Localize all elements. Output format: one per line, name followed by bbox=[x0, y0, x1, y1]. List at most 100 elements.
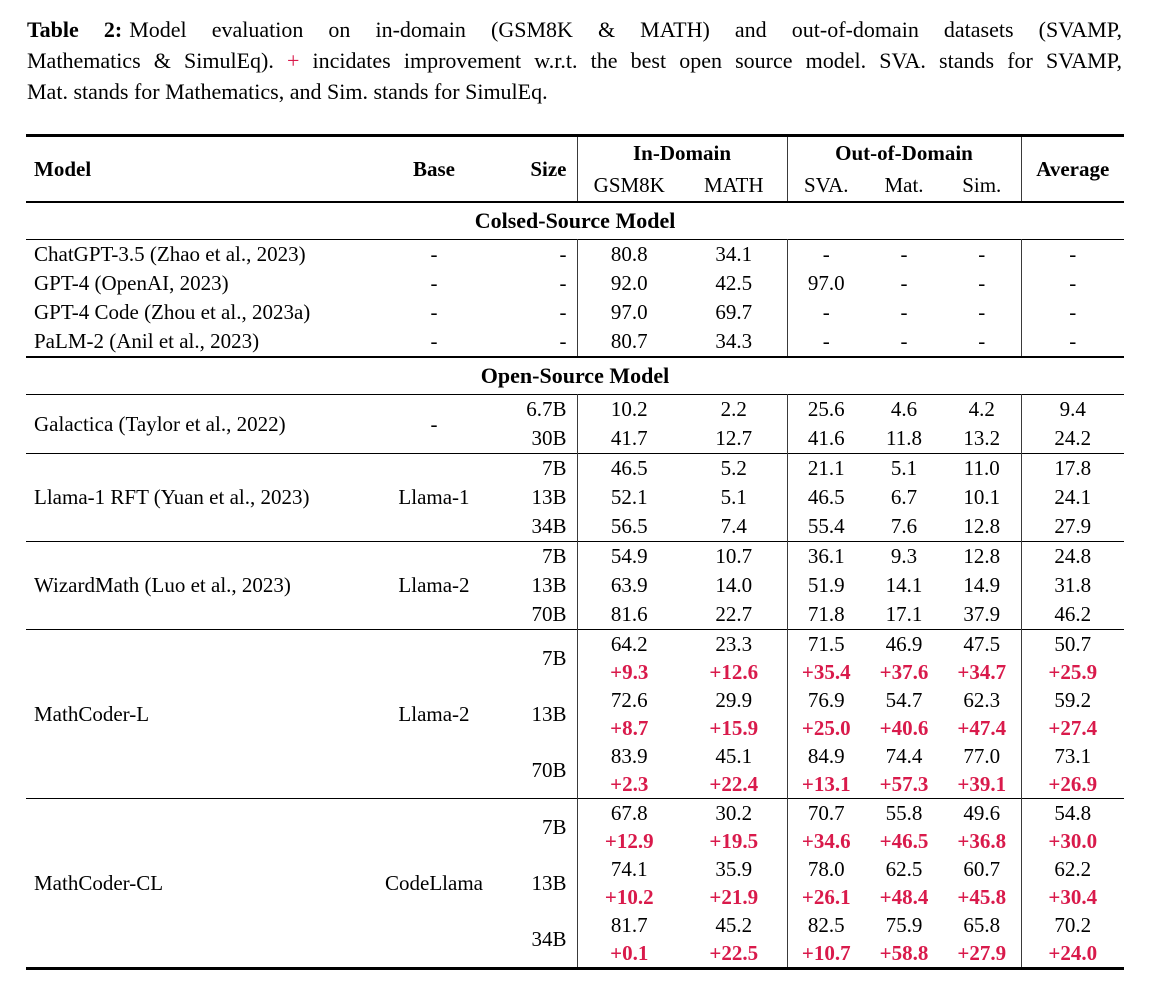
value-cell: - bbox=[786, 327, 865, 357]
delta-cell: +48.4 bbox=[879, 884, 929, 909]
table-row: 13B 52.1 5.1 46.5 6.7 10.1 24.1 bbox=[26, 483, 1125, 512]
table-row: ChatGPT-3.5 (Zhao et al., 2023) - -80.8 34.… bbox=[26, 239, 1125, 269]
value-cell: 14.9 bbox=[963, 573, 1001, 597]
value-cell: - bbox=[978, 329, 986, 353]
delta-cell: +22.5 bbox=[709, 940, 759, 965]
value-cell: 25.6 bbox=[786, 394, 865, 424]
value-cell: 13.2 bbox=[963, 426, 1001, 450]
delta-cell: +34.7 bbox=[957, 659, 1007, 684]
caption-text-1: Model evaluation on in-domain (GSM8K & M… bbox=[129, 17, 1122, 42]
model-cell: PaLM-2 (Anil et al., 2023) bbox=[34, 329, 260, 353]
delta-row: +10.2 +21.9 +26.1 +48.4 +45.8 +30.4 bbox=[26, 883, 1125, 911]
value-cell: 78.0 bbox=[786, 855, 865, 883]
value-cell: - bbox=[1020, 298, 1125, 327]
value-cell: 82.5 bbox=[786, 911, 865, 939]
table-row: PaLM-2 (Anil et al., 2023) - -80.7 34.3- - - - bbox=[26, 327, 1125, 357]
value-cell: 2.2 bbox=[720, 397, 747, 421]
table-row: WizardMath (Luo et al., 2023) Llama-2 7B 54… bbox=[26, 541, 1125, 597]
col-subheader-mat: Mat. bbox=[884, 173, 924, 197]
col-group-out-of-domain: Out-of-Domain bbox=[786, 135, 1022, 170]
base-cell: - bbox=[430, 300, 438, 324]
col-subheader-gsm8k: GSM8K bbox=[576, 170, 681, 202]
delta-cell: +45.8 bbox=[957, 884, 1007, 909]
delta-cell: +26.9 bbox=[1020, 770, 1125, 799]
model-cell: Galactica (Taylor et al., 2022) bbox=[34, 411, 286, 436]
size-cell: - bbox=[559, 242, 567, 266]
value-cell: - bbox=[900, 271, 908, 295]
value-cell: 34.3 bbox=[715, 329, 753, 353]
value-cell: 73.1 bbox=[1020, 742, 1125, 770]
value-cell: 5.1 bbox=[720, 485, 747, 509]
value-cell: 62.5 bbox=[885, 856, 923, 881]
table-row: Galactica (Taylor et al., 2022) - 6.7B 10.2… bbox=[26, 394, 1125, 436]
size-cell: 34B bbox=[531, 514, 567, 538]
value-cell: 74.4 bbox=[885, 743, 923, 768]
delta-cell: +30.4 bbox=[1020, 883, 1125, 911]
value-cell: 45.1 bbox=[715, 743, 753, 768]
base-cell: Llama-1 bbox=[398, 485, 470, 509]
value-cell: 55.8 bbox=[885, 800, 923, 825]
value-cell: 46.2 bbox=[1020, 600, 1125, 630]
col-group-in-domain: In-Domain bbox=[576, 135, 787, 170]
delta-cell: +27.4 bbox=[1020, 714, 1125, 742]
size-cell: - bbox=[559, 271, 567, 295]
model-cell: GPT-4 Code (Zhou et al., 2023a) bbox=[34, 300, 311, 324]
size-cell: 13B bbox=[531, 701, 567, 726]
col-subheader-sva: SVA. bbox=[786, 170, 865, 202]
value-cell: 54.7 bbox=[885, 687, 923, 712]
base-cell: - bbox=[430, 329, 438, 353]
value-cell: - bbox=[1020, 327, 1125, 357]
value-cell: 62.2 bbox=[1020, 855, 1125, 883]
table-row: 30B 41.7 12.7 41.6 11.8 13.2 24.2 bbox=[26, 424, 1125, 454]
delta-cell: +22.4 bbox=[709, 771, 759, 796]
delta-cell: +36.8 bbox=[957, 828, 1007, 853]
value-cell: - bbox=[1020, 239, 1125, 269]
model-cell: Llama-1 RFT (Yuan et al., 2023) bbox=[34, 485, 310, 509]
value-cell: 75.9 bbox=[885, 912, 923, 937]
value-cell: 12.7 bbox=[715, 426, 753, 450]
delta-cell: +25.9 bbox=[1020, 658, 1125, 686]
value-cell: 41.6 bbox=[786, 424, 865, 454]
caption-line-2: Mathematics & SimulEq). + incidates impr… bbox=[27, 45, 1122, 76]
delta-cell: +39.1 bbox=[957, 771, 1007, 796]
delta-cell: +10.2 bbox=[576, 883, 681, 911]
size-cell: - bbox=[559, 329, 567, 353]
delta-cell: +12.9 bbox=[576, 827, 681, 855]
value-cell: 83.9 bbox=[576, 742, 681, 770]
value-cell: 10.7 bbox=[715, 544, 753, 568]
value-cell: - bbox=[786, 239, 865, 269]
value-cell: 49.6 bbox=[963, 800, 1001, 825]
value-cell: - bbox=[900, 300, 908, 324]
value-cell: 72.6 bbox=[576, 686, 681, 714]
value-cell: 11.0 bbox=[963, 456, 1000, 480]
value-cell: 14.1 bbox=[885, 573, 923, 597]
value-cell: - bbox=[978, 242, 986, 266]
value-cell: 12.8 bbox=[963, 514, 1001, 538]
value-cell: 34.1 bbox=[715, 242, 753, 266]
value-cell: 80.8 bbox=[576, 239, 681, 269]
size-cell: 7B bbox=[541, 814, 567, 839]
value-cell: 45.2 bbox=[715, 912, 753, 937]
model-cell: MathCoder-L bbox=[34, 701, 150, 726]
value-cell: 80.7 bbox=[576, 327, 681, 357]
size-cell: 70B bbox=[531, 757, 567, 782]
delta-cell: +46.5 bbox=[879, 828, 929, 853]
value-cell: - bbox=[1020, 269, 1125, 298]
table-row: GPT-4 Code (Zhou et al., 2023a) - -97.0 69.… bbox=[26, 298, 1125, 327]
col-subheader-math: MATH bbox=[703, 173, 764, 197]
value-cell: 71.5 bbox=[786, 629, 865, 658]
value-cell: 46.9 bbox=[885, 631, 923, 656]
delta-cell: +47.4 bbox=[957, 715, 1007, 740]
value-cell: 7.6 bbox=[890, 514, 918, 538]
delta-cell: +15.9 bbox=[709, 715, 759, 740]
value-cell: 21.1 bbox=[786, 453, 865, 483]
value-cell: 17.8 bbox=[1020, 453, 1125, 483]
value-cell: 9.3 bbox=[890, 544, 918, 568]
size-cell: 13B bbox=[531, 485, 567, 509]
value-cell: 14.0 bbox=[715, 573, 753, 597]
value-cell: 47.5 bbox=[963, 631, 1001, 656]
table-row: 70B 83.9 45.1 84.9 74.4 77.0 73.1 bbox=[26, 742, 1125, 782]
value-cell: 24.8 bbox=[1020, 541, 1125, 571]
delta-cell: +19.5 bbox=[709, 828, 759, 853]
col-header-base: Base bbox=[413, 156, 455, 181]
